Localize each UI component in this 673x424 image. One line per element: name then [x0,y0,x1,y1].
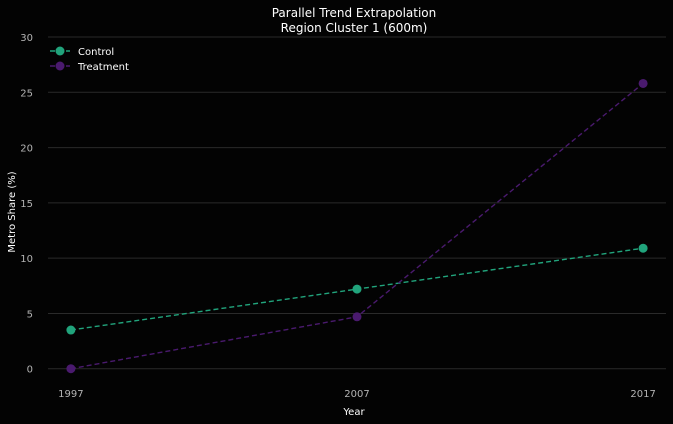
data-point-control-1997 [66,325,76,335]
series-lines [66,78,648,374]
legend-marker-treatment [55,61,65,71]
legend-label-control: Control [78,47,114,58]
y-tick-label-2: 10 [20,254,33,265]
data-point-treatment-2007 [352,312,362,322]
data-point-treatment-1997 [66,364,76,374]
y-tick-label-0: 0 [27,365,33,376]
legend-marker-control [55,46,65,56]
data-point-treatment-2017 [638,78,648,88]
y-ticks: 0 5 10 15 20 25 30 [20,33,33,376]
chart-title-line-2: Region Cluster 1 (600m) [281,21,428,35]
data-point-control-2017 [638,243,648,253]
y-axis-label: Metro Share (%) [7,171,18,252]
y-tick-label-5: 25 [20,88,33,99]
series-line-treatment [70,82,644,370]
legend-label-treatment: Treatment [77,62,129,73]
data-point-control-2007 [352,284,362,294]
x-tick-label-0: 1997 [58,389,83,400]
y-tick-label-4: 20 [20,144,33,155]
grid-lines [48,36,666,370]
x-tick-label-2: 2017 [630,389,655,400]
y-tick-label-6: 30 [20,33,33,44]
x-ticks: 1997 2007 2017 [58,389,656,400]
y-tick-label-1: 5 [27,309,33,320]
x-tick-label-1: 2007 [344,389,369,400]
chart-title-line-1: Parallel Trend Extrapolation [272,6,437,20]
y-tick-label-3: 15 [20,199,33,210]
legend: Control Treatment [50,46,129,73]
x-axis-label: Year [342,407,365,418]
